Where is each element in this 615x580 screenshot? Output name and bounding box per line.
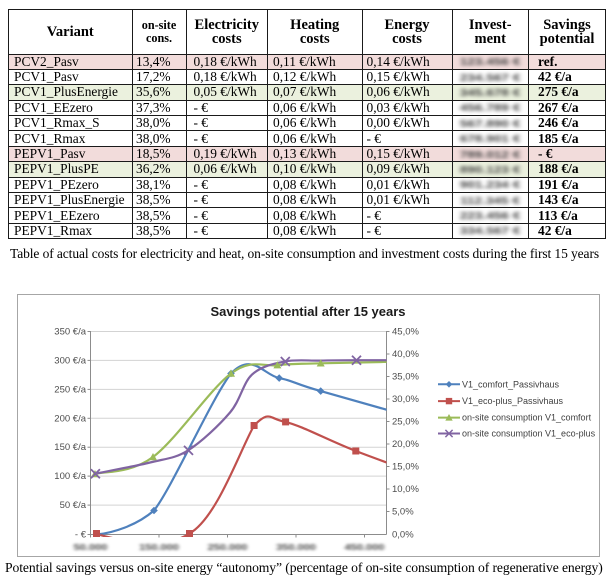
svg-text:0,0%: 0,0%: [392, 530, 414, 541]
svg-text:30,0%: 30,0%: [392, 394, 419, 405]
svg-text:35,0%: 35,0%: [392, 372, 419, 383]
svg-text:Savings potential after 15 yea: Savings potential after 15 years: [210, 304, 405, 319]
svg-text:250 €/a: 250 €/a: [54, 384, 86, 395]
svg-text:45,0%: 45,0%: [392, 327, 419, 338]
svg-text:50 €/a: 50 €/a: [60, 500, 87, 511]
svg-text:40,0%: 40,0%: [392, 349, 419, 360]
svg-text:5,0%: 5,0%: [392, 507, 414, 518]
svg-text:300 €/a: 300 €/a: [54, 355, 86, 366]
svg-text:200 €/a: 200 €/a: [54, 413, 86, 424]
svg-text:V1_comfort_Passivhaus: V1_comfort_Passivhaus: [462, 379, 560, 389]
svg-text:20,0%: 20,0%: [392, 439, 419, 450]
svg-text:25,0%: 25,0%: [392, 417, 419, 428]
svg-text:V1_eco-plus_Passivhaus: V1_eco-plus_Passivhaus: [462, 396, 564, 406]
svg-text:on-site consumption V1_comfort: on-site consumption V1_comfort: [462, 413, 592, 423]
svg-text:on-site consumption V1_eco-plu: on-site consumption V1_eco-plus: [462, 429, 596, 439]
svg-text:10,0%: 10,0%: [392, 484, 419, 495]
svg-text:350 €/a: 350 €/a: [54, 327, 86, 338]
svg-text:150 €/a: 150 €/a: [54, 442, 86, 453]
svg-text:100 €/a: 100 €/a: [54, 471, 86, 482]
svg-text:15,0%: 15,0%: [392, 462, 419, 473]
svg-text:- €: - €: [75, 530, 87, 541]
